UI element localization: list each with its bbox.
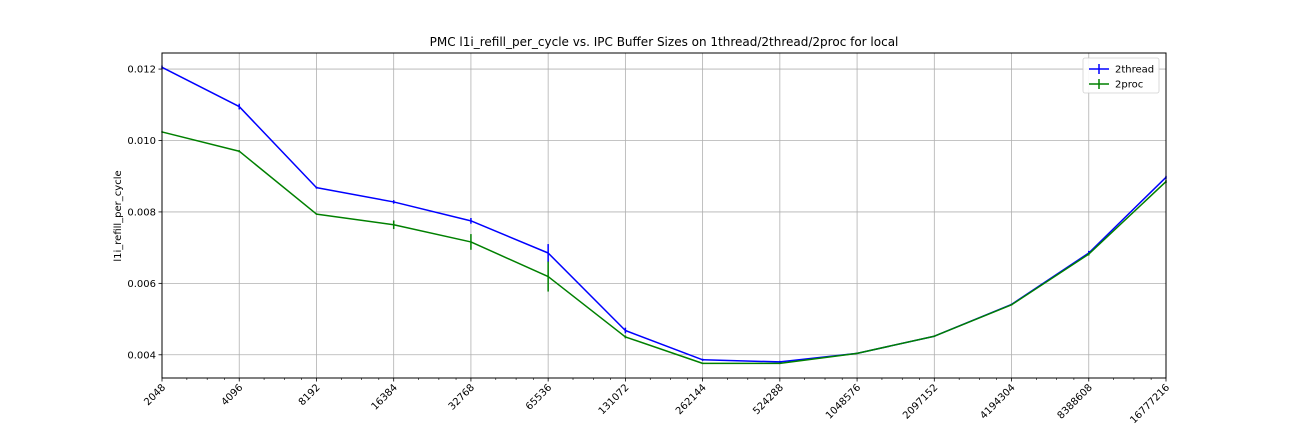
- legend-item: 2proc: [1089, 79, 1143, 91]
- y-axis-label: l1i_refill_per_cycle: [113, 170, 124, 261]
- y-tick-label: 0.004: [127, 350, 156, 361]
- series-layer: [161, 65, 1167, 365]
- series-line: [161, 131, 1167, 365]
- y-tick-label: 0.012: [127, 65, 156, 76]
- legend-item: 2thread: [1089, 64, 1154, 76]
- y-axis: 0.004 0.006 0.008 0.010 0.012: [127, 65, 162, 361]
- legend: 2thread 2proc: [1082, 57, 1160, 94]
- series-2proc: [161, 131, 1167, 365]
- x-tick-label: 2048: [142, 382, 168, 408]
- x-tick-label: 4096: [220, 382, 246, 408]
- chart-title: PMC l1i_refill_per_cycle vs. IPC Buffer …: [430, 35, 899, 49]
- x-axis: 2048 4096 8192 16384 32768 65536 131072 262144 5…: [142, 378, 1172, 426]
- y-tick-label: 0.006: [127, 279, 156, 290]
- x-tick-label: 8192: [297, 382, 323, 408]
- plot-frame: [161, 52, 1167, 379]
- x-tick-label: 262144: [674, 382, 709, 417]
- x-tick-label: 16777216: [1128, 382, 1172, 426]
- series-line: [161, 66, 1167, 363]
- x-tick-label: 32768: [447, 382, 477, 412]
- x-tick-label: 2097152: [901, 382, 940, 421]
- grid: [161, 53, 1167, 378]
- x-tick-label: 1048576: [824, 382, 863, 421]
- y-tick-label: 0.008: [127, 207, 156, 218]
- x-tick-label: 131072: [597, 382, 632, 417]
- series-2thread: [161, 65, 1167, 363]
- x-tick-label: 4194304: [978, 382, 1017, 421]
- legend-label: 2thread: [1115, 65, 1154, 76]
- x-tick-label: 8388608: [1056, 382, 1095, 421]
- x-tick-label: 65536: [524, 382, 554, 412]
- x-tick-label: 524288: [751, 382, 786, 417]
- legend-label: 2proc: [1115, 80, 1143, 91]
- x-tick-label: 16384: [370, 382, 400, 412]
- y-tick-label: 0.010: [127, 136, 156, 147]
